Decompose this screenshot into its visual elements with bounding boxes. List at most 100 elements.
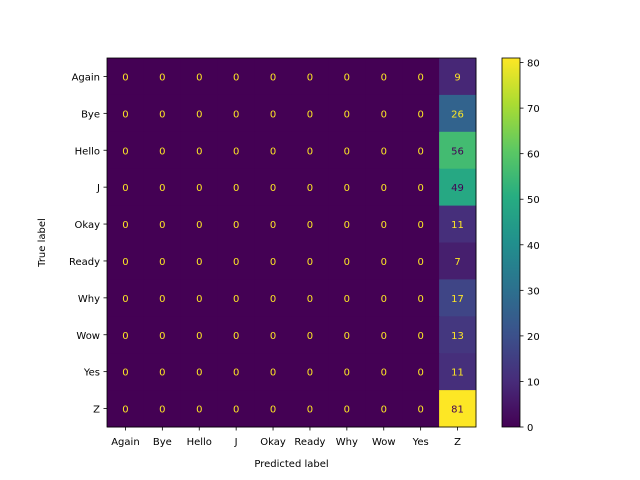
heatmap-cell: [439, 168, 477, 207]
heatmap-cell: [217, 242, 256, 280]
heatmap-cell: [107, 242, 145, 280]
cell-value-label: 0: [344, 331, 350, 342]
heatmap-cell: [291, 131, 329, 170]
heatmap-cell: [143, 131, 182, 170]
cell-value-label: 0: [270, 146, 276, 157]
heatmap-cell: [402, 316, 440, 354]
cell-value-label: 0: [159, 72, 165, 83]
cell-value-label: 0: [196, 368, 202, 379]
heatmap-cell: [217, 131, 256, 170]
cell-value-label: 0: [270, 183, 276, 194]
heatmap-cell: [328, 94, 366, 133]
cell-value-label: 0: [196, 405, 202, 416]
cell-value-label: 0: [233, 331, 239, 342]
heatmap-cell: [365, 58, 403, 96]
x-axis-label: Predicted label: [254, 459, 328, 470]
cell-value-label: 0: [233, 183, 239, 194]
cell-value-label: 49: [451, 183, 464, 194]
colorbar-tick-label: 30: [527, 286, 540, 297]
cell-value-label: 0: [196, 257, 202, 268]
heatmap-cell: [107, 58, 145, 96]
x-tick-label: Hello: [187, 437, 212, 448]
cell-value-label: 0: [196, 183, 202, 194]
cell-value-label: 0: [344, 368, 350, 379]
heatmap-cell: [254, 390, 292, 428]
cell-value-label: 0: [122, 146, 128, 157]
cell-value-label: 0: [159, 146, 165, 157]
cell-value-label: 0: [270, 368, 276, 379]
cell-value-label: 0: [122, 72, 128, 83]
cell-value-label: 0: [344, 183, 350, 194]
heatmap-cell: [180, 390, 219, 428]
colorbar-tick-label: 50: [527, 195, 540, 206]
heatmap-cell: [365, 316, 403, 354]
heatmap-cell: [291, 168, 329, 207]
x-tick-label: Yes: [412, 437, 429, 448]
cell-value-label: 0: [381, 405, 387, 416]
y-tick-label: Why: [78, 294, 100, 305]
y-tick-label: Bye: [81, 109, 100, 120]
cell-value-label: 0: [122, 257, 128, 268]
colorbar-tick-label: 80: [527, 59, 540, 70]
cell-value-label: 0: [159, 109, 165, 120]
heatmap-cell: [439, 205, 477, 243]
cell-value-label: 0: [344, 405, 350, 416]
cell-value-label: 0: [307, 72, 313, 83]
cell-value-label: 0: [196, 331, 202, 342]
cell-value-label: 0: [122, 109, 128, 120]
heatmap-cell: [254, 279, 292, 317]
heatmap-cell: [254, 168, 292, 207]
heatmap-cell: [143, 390, 182, 428]
x-tick-label: Again: [111, 437, 139, 448]
heatmap-cell: [143, 279, 182, 317]
cell-value-label: 0: [270, 72, 276, 83]
cell-value-label: 0: [159, 257, 165, 268]
cell-value-label: 0: [159, 294, 165, 305]
cell-value-label: 0: [417, 294, 423, 305]
heatmap-cell: [107, 353, 145, 391]
cell-value-label: 13: [451, 331, 464, 342]
heatmap-cell: [291, 205, 329, 243]
cell-value-label: 0: [381, 72, 387, 83]
cell-value-label: 0: [159, 183, 165, 194]
cell-value-label: 0: [381, 109, 387, 120]
heatmap-cell: [439, 94, 477, 133]
cell-value-label: 0: [344, 146, 350, 157]
heatmap-cell: [365, 390, 403, 428]
heatmap-cell: [328, 353, 366, 391]
heatmap-cell: [143, 205, 182, 243]
heatmap-cell: [328, 58, 366, 96]
cell-value-label: 0: [307, 220, 313, 231]
cell-value-label: 0: [344, 72, 350, 83]
cell-value-label: 0: [307, 331, 313, 342]
heatmap-cell: [254, 242, 292, 280]
heatmap-cell: [143, 58, 182, 96]
cell-value-label: 0: [122, 220, 128, 231]
cell-value-label: 0: [233, 146, 239, 157]
heatmap-cells: 0 0 0 0 0 0 0 0 0 9 0 0 0 0 0 0 0 0 0 26 0 0 0 0 0 0 0 0 0 56 0 0 0 0 0 0 0 0…: [107, 58, 477, 428]
heatmap-cell: [291, 58, 329, 96]
heatmap-cell: [143, 242, 182, 280]
x-tick-label: J: [234, 437, 238, 448]
heatmap-cell: [365, 242, 403, 280]
cell-value-label: 0: [270, 405, 276, 416]
cell-value-label: 0: [270, 109, 276, 120]
cell-value-label: 0: [344, 257, 350, 268]
heatmap-cell: [365, 94, 403, 133]
x-tick-label: Z: [454, 437, 461, 448]
heatmap-cell: [402, 390, 440, 428]
cell-value-label: 56: [451, 146, 464, 157]
cell-value-label: 11: [451, 368, 464, 379]
heatmap-cell: [107, 279, 145, 317]
heatmap-cell: [328, 205, 366, 243]
heatmap-cell: [365, 168, 403, 207]
heatmap-cell: [365, 353, 403, 391]
heatmap-cell: [328, 131, 366, 170]
cell-value-label: 9: [454, 72, 460, 83]
cell-value-label: 0: [307, 294, 313, 305]
cell-value-label: 0: [270, 294, 276, 305]
cell-value-label: 0: [344, 220, 350, 231]
cell-value-label: 0: [307, 109, 313, 120]
heatmap-cell: [439, 58, 477, 96]
